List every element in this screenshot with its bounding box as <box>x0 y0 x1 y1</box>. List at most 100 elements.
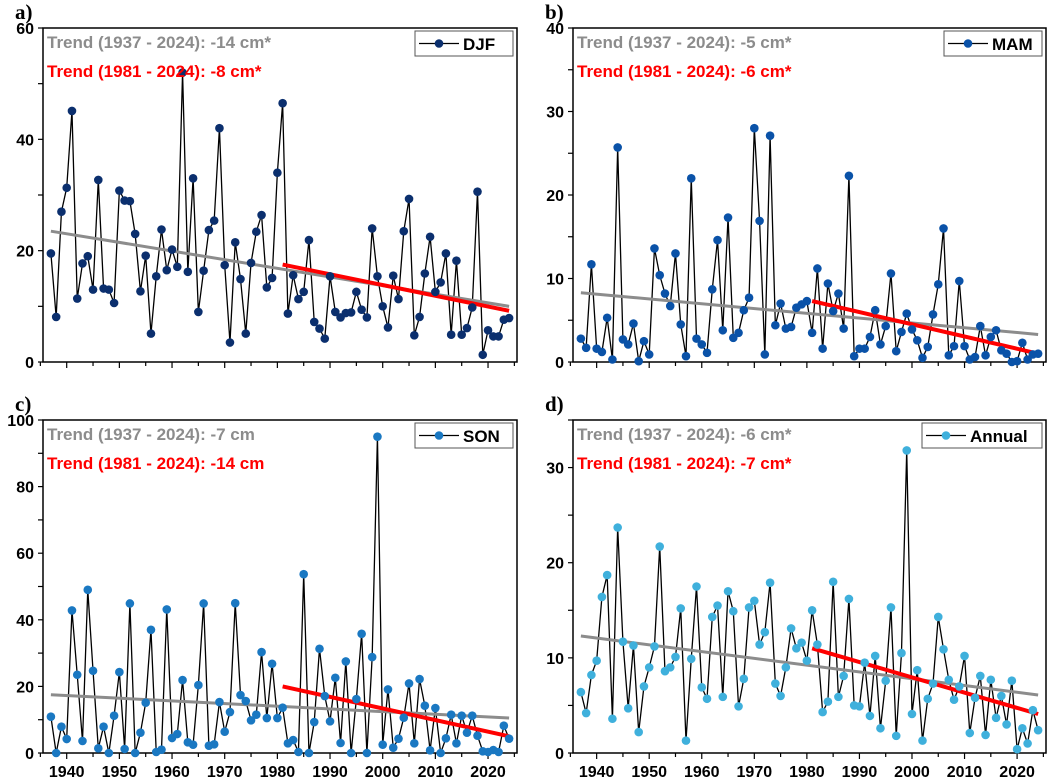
data-point <box>57 207 66 216</box>
data-point <box>828 577 838 587</box>
data-point <box>671 249 680 258</box>
data-point <box>420 269 430 278</box>
data-point <box>304 235 314 245</box>
panel-label: d) <box>545 392 564 416</box>
data-point <box>860 344 869 353</box>
y-tick-label: 40 <box>546 21 564 38</box>
data-point <box>813 264 822 273</box>
data-point <box>325 717 335 726</box>
data-point <box>807 605 817 615</box>
data-point <box>136 728 145 737</box>
x-tick-label: 2020 <box>999 764 1035 781</box>
y-tick-label: 0 <box>25 355 34 372</box>
data-point <box>881 676 891 685</box>
data-point <box>723 213 733 222</box>
legend-marker-icon <box>963 39 973 48</box>
series-line-son <box>50 436 510 754</box>
data-point <box>713 601 722 610</box>
data-point <box>870 651 880 661</box>
data-point <box>813 640 822 649</box>
legend-label: SON <box>463 427 500 446</box>
data-point <box>981 730 990 740</box>
data-point <box>415 312 424 322</box>
data-point <box>891 346 901 356</box>
trend-label-full-period: Trend (1937 - 2024): -7 cm <box>47 425 255 444</box>
data-point <box>602 313 612 323</box>
data-point <box>62 734 71 744</box>
data-point <box>62 183 71 193</box>
data-point <box>373 432 382 441</box>
data-point <box>394 294 403 304</box>
x-tick-label: 1970 <box>737 764 773 781</box>
data-point <box>373 271 382 281</box>
data-point <box>441 734 451 743</box>
data-point <box>88 666 98 676</box>
data-point <box>383 323 393 332</box>
x-tick-label: 1960 <box>154 764 190 781</box>
data-point <box>692 334 701 343</box>
data-point <box>220 260 229 270</box>
trend-label-recent-period: Trend (1981 - 2024): -7 cm* <box>577 454 792 473</box>
y-tick-label: 20 <box>16 679 34 696</box>
data-point <box>230 238 240 247</box>
data-point <box>739 674 749 684</box>
data-point <box>325 271 335 281</box>
data-point <box>776 691 785 701</box>
data-point <box>162 265 172 275</box>
data-point <box>744 293 754 303</box>
data-point <box>362 313 372 322</box>
data-point <box>634 356 643 366</box>
data-point <box>676 320 686 329</box>
plot-frame <box>572 419 1047 754</box>
data-point <box>602 570 612 580</box>
data-point <box>1033 725 1043 735</box>
data-point <box>823 279 833 288</box>
data-point <box>618 637 628 646</box>
y-tick-label: 10 <box>546 272 564 289</box>
data-point <box>923 342 933 352</box>
data-point <box>109 298 119 308</box>
legend-label: DJF <box>463 35 495 54</box>
y-tick-label: 40 <box>16 132 34 149</box>
data-point <box>1023 739 1032 748</box>
data-point <box>215 697 224 707</box>
data-point <box>299 569 309 579</box>
data-point <box>776 299 785 308</box>
data-point <box>194 307 203 317</box>
data-point <box>792 644 801 653</box>
data-point <box>125 599 135 608</box>
data-point <box>499 721 509 730</box>
data-point <box>918 353 927 363</box>
data-point <box>834 289 843 298</box>
data-point <box>1018 723 1027 733</box>
data-point <box>760 350 770 359</box>
data-point <box>576 334 586 343</box>
data-point <box>51 312 61 322</box>
trend-label-recent-period: Trend (1981 - 2024): -6 cm* <box>577 62 792 81</box>
data-point <box>928 679 938 688</box>
data-point <box>1028 705 1038 715</box>
y-tick-label: 30 <box>546 461 564 478</box>
x-tick-label: 1970 <box>207 764 243 781</box>
data-point <box>1007 676 1017 685</box>
trend-line-recent-period <box>282 262 510 313</box>
data-point <box>818 344 827 353</box>
data-point <box>467 711 477 721</box>
data-point <box>299 287 309 297</box>
x-tick-label: 1950 <box>631 764 667 781</box>
data-point <box>357 305 366 314</box>
data-point <box>844 171 854 181</box>
trend-label-recent-period: Trend (1981 - 2024): -8 cm* <box>47 62 262 81</box>
data-point <box>891 731 901 741</box>
legend-marker-icon <box>941 431 951 440</box>
data-point <box>267 659 277 669</box>
data-point <box>839 324 848 333</box>
data-point <box>446 330 456 340</box>
data-point <box>420 701 430 711</box>
legend: SON <box>414 422 514 449</box>
data-point <box>576 687 586 697</box>
data-point <box>897 648 906 658</box>
data-point <box>436 748 445 758</box>
data-point <box>755 640 764 649</box>
data-point <box>494 747 503 757</box>
